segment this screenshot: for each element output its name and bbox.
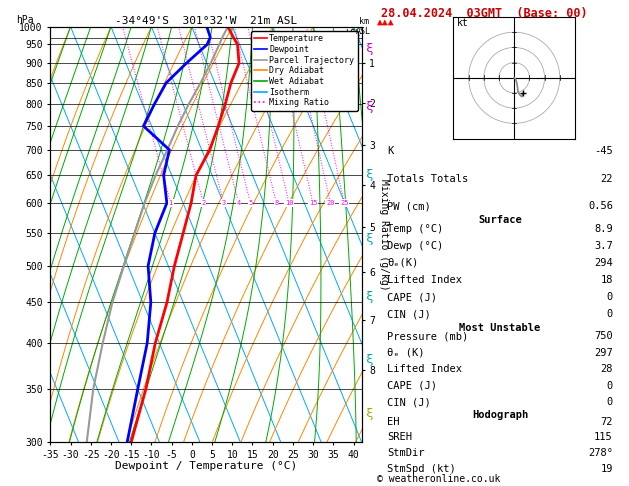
- Text: © weatheronline.co.uk: © weatheronline.co.uk: [377, 473, 501, 484]
- Text: 0: 0: [606, 292, 613, 302]
- Text: SREH: SREH: [387, 433, 412, 442]
- Text: ξ: ξ: [366, 232, 374, 244]
- Text: CAPE (J): CAPE (J): [387, 381, 437, 391]
- Text: θₑ(K): θₑ(K): [387, 258, 418, 268]
- Text: 28.04.2024  03GMT  (Base: 00): 28.04.2024 03GMT (Base: 00): [381, 7, 587, 20]
- Text: K: K: [387, 146, 394, 156]
- Text: Totals Totals: Totals Totals: [387, 174, 469, 184]
- Text: ▲▲▲: ▲▲▲: [377, 17, 395, 27]
- Text: ξ: ξ: [366, 407, 374, 419]
- Text: Surface: Surface: [478, 215, 522, 225]
- Text: 72: 72: [601, 417, 613, 427]
- Text: 19: 19: [601, 464, 613, 474]
- Text: EH: EH: [387, 417, 399, 427]
- Text: LCL: LCL: [345, 29, 360, 38]
- Text: 294: 294: [594, 258, 613, 268]
- Text: 20: 20: [326, 200, 335, 206]
- Text: 2: 2: [201, 200, 206, 206]
- Text: km
ASL: km ASL: [356, 17, 371, 35]
- Text: 0: 0: [606, 398, 613, 407]
- Text: 8.9: 8.9: [594, 224, 613, 234]
- Text: 18: 18: [601, 275, 613, 285]
- Text: 8: 8: [274, 200, 279, 206]
- Text: 0.56: 0.56: [588, 202, 613, 211]
- Text: ξ: ξ: [366, 101, 374, 113]
- Text: ξ: ξ: [366, 290, 374, 303]
- Text: 750: 750: [594, 331, 613, 341]
- Text: CIN (J): CIN (J): [387, 309, 431, 319]
- Text: -45: -45: [594, 146, 613, 156]
- Text: 3.7: 3.7: [594, 241, 613, 251]
- Text: 28: 28: [601, 364, 613, 374]
- Text: 0: 0: [606, 309, 613, 319]
- Text: StmDir: StmDir: [387, 448, 425, 458]
- Text: ξ: ξ: [366, 353, 374, 366]
- Text: 22: 22: [601, 174, 613, 184]
- Text: 5: 5: [248, 200, 253, 206]
- Text: 10: 10: [285, 200, 293, 206]
- Text: StmSpd (kt): StmSpd (kt): [387, 464, 456, 474]
- Text: 15: 15: [309, 200, 317, 206]
- Text: ξ: ξ: [366, 169, 374, 181]
- Text: 25: 25: [340, 200, 348, 206]
- Text: 278°: 278°: [588, 448, 613, 458]
- Text: Temp (°C): Temp (°C): [387, 224, 443, 234]
- Text: Hodograph: Hodograph: [472, 410, 528, 420]
- Text: 297: 297: [594, 348, 613, 358]
- Text: 0: 0: [606, 381, 613, 391]
- Text: θₑ (K): θₑ (K): [387, 348, 425, 358]
- Text: hPa: hPa: [16, 15, 34, 25]
- Text: CIN (J): CIN (J): [387, 398, 431, 407]
- Text: Pressure (mb): Pressure (mb): [387, 331, 469, 341]
- Text: Most Unstable: Most Unstable: [459, 323, 541, 333]
- Text: kt: kt: [457, 18, 468, 28]
- Text: ξ: ξ: [366, 42, 374, 55]
- Text: 115: 115: [594, 433, 613, 442]
- Text: Lifted Index: Lifted Index: [387, 364, 462, 374]
- Legend: Temperature, Dewpoint, Parcel Trajectory, Dry Adiabat, Wet Adiabat, Isotherm, Mi: Temperature, Dewpoint, Parcel Trajectory…: [251, 31, 357, 110]
- Text: PW (cm): PW (cm): [387, 202, 431, 211]
- Text: CAPE (J): CAPE (J): [387, 292, 437, 302]
- Text: 4: 4: [237, 200, 241, 206]
- X-axis label: Dewpoint / Temperature (°C): Dewpoint / Temperature (°C): [115, 461, 297, 471]
- Text: 1: 1: [169, 200, 173, 206]
- Text: Lifted Index: Lifted Index: [387, 275, 462, 285]
- Y-axis label: Mixing Ratio (g/kg): Mixing Ratio (g/kg): [379, 179, 389, 290]
- Text: 3: 3: [221, 200, 226, 206]
- Title: -34°49'S  301°32'W  21m ASL: -34°49'S 301°32'W 21m ASL: [115, 16, 297, 26]
- Text: Dewp (°C): Dewp (°C): [387, 241, 443, 251]
